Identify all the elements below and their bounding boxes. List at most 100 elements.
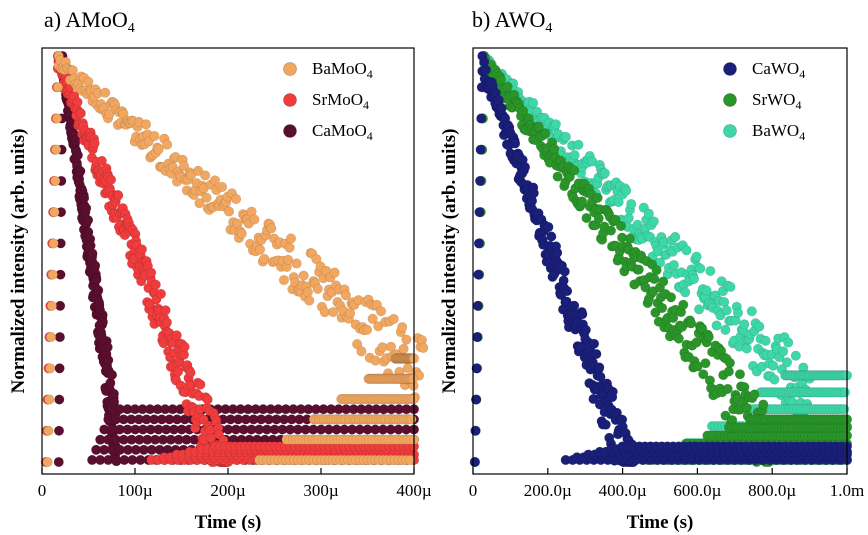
data-point (81, 203, 92, 214)
data-point (367, 313, 378, 324)
legend-label: CaWO4 (752, 59, 805, 81)
data-point (361, 324, 373, 335)
data-point (266, 223, 277, 234)
data-point (569, 165, 580, 176)
data-point (658, 276, 669, 287)
data-point (781, 357, 793, 368)
data-point (298, 270, 309, 281)
data-point (51, 113, 63, 124)
legend-label: SrMoO4 (312, 90, 369, 112)
data-point (398, 343, 409, 354)
panel-a-title: a) AMoO4 (44, 7, 135, 36)
legend-label: BaWO4 (752, 121, 805, 143)
data-point (136, 244, 148, 255)
data-point (721, 305, 732, 316)
data-point (495, 74, 506, 85)
data-point (51, 144, 62, 155)
data-point (103, 355, 114, 366)
data-point (44, 394, 55, 405)
data-point (624, 233, 635, 244)
data-point (53, 425, 65, 436)
data-point (685, 318, 697, 329)
data-point (223, 206, 235, 217)
data-point (178, 160, 190, 172)
data-point (200, 170, 211, 181)
data-point (75, 108, 86, 119)
data-point (402, 363, 413, 374)
data-point (725, 281, 736, 293)
data-point (91, 274, 102, 285)
data-point (291, 258, 302, 269)
data-point (528, 188, 539, 199)
data-point (678, 299, 689, 310)
legend-marker (723, 93, 737, 107)
data-point (149, 130, 160, 142)
data-point (96, 155, 107, 167)
panel-a-legend: BaMoO4 SrMoO4 CaMoO4 (283, 59, 373, 143)
data-point (573, 139, 584, 150)
data-point (768, 360, 779, 371)
data-point (93, 285, 104, 296)
data-point (600, 419, 611, 430)
panel-a-xlabel: Time (s) (195, 512, 262, 533)
data-point (161, 317, 172, 328)
data-point (691, 251, 702, 262)
data-point (209, 175, 221, 186)
data-point (723, 366, 734, 377)
data-point (329, 267, 340, 278)
data-point (259, 253, 270, 264)
data-point (405, 454, 416, 466)
data-point (778, 346, 789, 357)
data-point (657, 302, 668, 314)
data-point (185, 367, 196, 378)
series-bamoo4 (42, 50, 429, 468)
legend-marker (723, 124, 737, 138)
data-point (665, 292, 677, 303)
data-point (249, 214, 260, 225)
data-point (202, 394, 213, 405)
data-point (54, 331, 65, 343)
data-point (345, 308, 356, 319)
data-point (49, 207, 60, 218)
data-point (302, 287, 313, 298)
data-point (734, 369, 746, 380)
data-point (593, 213, 604, 224)
data-point (278, 274, 290, 286)
data-point (150, 279, 161, 290)
data-point (105, 174, 117, 185)
data-point (67, 65, 78, 76)
data-point (72, 97, 83, 108)
data-point (648, 216, 659, 227)
data-point (179, 341, 190, 352)
data-point (724, 357, 736, 369)
data-point (615, 220, 627, 232)
data-point (695, 263, 706, 274)
data-point (192, 165, 204, 176)
data-point (580, 324, 591, 336)
data-point (140, 119, 152, 130)
x-tick-label: 1.0m (830, 481, 864, 500)
data-point (594, 362, 605, 373)
legend-label: CaMoO4 (312, 121, 373, 143)
data-point (100, 87, 111, 98)
data-point (254, 244, 266, 255)
data-point (102, 342, 113, 353)
data-point (401, 334, 412, 345)
data-point (703, 331, 714, 342)
data-point (45, 331, 57, 343)
data-point (651, 265, 662, 276)
data-point (377, 342, 388, 353)
data-point (43, 425, 54, 436)
data-point (328, 306, 339, 318)
data-point (732, 307, 744, 319)
data-point (769, 374, 780, 385)
data-point (591, 348, 602, 360)
data-point (89, 138, 100, 149)
data-point (681, 245, 692, 256)
legend-marker (283, 62, 297, 76)
data-point (510, 138, 521, 149)
panel-b: b) AWO4 0 200.0µ 400.0µ 600.0µ 800.0µ 1.0m Ca… (439, 7, 864, 533)
data-point (470, 425, 481, 436)
data-point (370, 355, 381, 366)
data-point (472, 331, 483, 343)
